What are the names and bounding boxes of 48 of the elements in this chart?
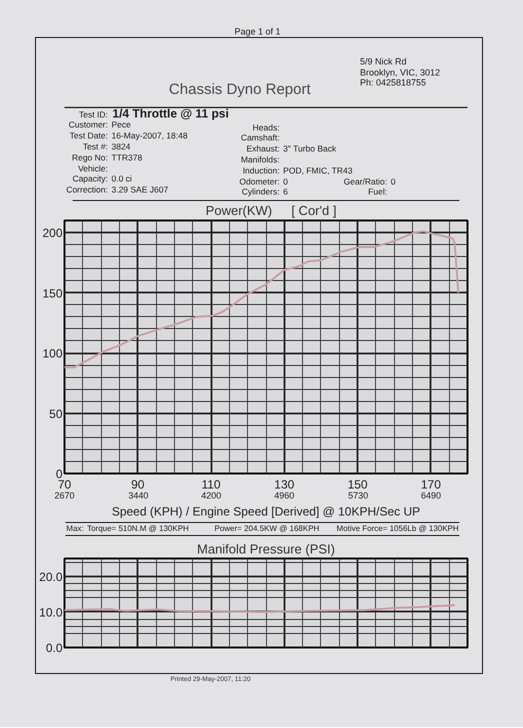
text: Page 1 of 1	[234, 26, 281, 36]
text: Test Date: 16-May-2007, 18:48	[70, 130, 188, 140]
x-tick-label: 170	[420, 478, 442, 492]
x-tick-label: 150	[348, 478, 368, 492]
y-tick-label: 50	[49, 406, 63, 421]
y-tick-label: 200	[42, 226, 63, 240]
text: Power= 204.5KW @ 168KPH	[214, 524, 320, 533]
chart-title: Manifold Pressure (PSI)	[197, 542, 336, 556]
x2-tick-label: 6490	[421, 490, 442, 500]
y-tick-label: 20.0	[39, 570, 63, 584]
text: Max:	[66, 524, 84, 533]
text: Test #: 3824	[82, 142, 131, 152]
y-tick-label: 150	[42, 286, 63, 300]
text: Fuel:	[368, 186, 388, 196]
text: Chassis Dyno Report	[168, 81, 312, 98]
text: Test ID: 1/4 Throttle @ 11 psi	[79, 106, 229, 120]
x2-tick-label: 2670	[54, 490, 75, 500]
text: Motive Force= 1056Lb @ 130KPH	[336, 524, 459, 533]
y-tick-label: 10.0	[39, 605, 63, 620]
text: Rego No: TTR378	[72, 152, 142, 162]
x2-tick-label: 4960	[274, 490, 294, 500]
text: Customer: Pece	[68, 120, 132, 130]
x-tick-label: 130	[274, 478, 295, 492]
text: Odometer: 0	[239, 176, 288, 186]
text: Induction: POD, FMIC, TR43	[242, 166, 353, 176]
x2-tick-label: 4200	[201, 490, 222, 500]
text: Cylinders: 6	[242, 186, 288, 196]
chart-subtitle: [ Cor'd ]	[291, 203, 336, 218]
chart-title: Power(KW)	[206, 203, 272, 218]
text: Torque= 510N.M @ 130KPH	[87, 524, 190, 533]
text: Capacity: 0.0 ci	[72, 174, 132, 184]
text: Correction: 3.29 SAE J607	[66, 184, 168, 194]
x-tick-label: 110	[201, 478, 221, 492]
y-tick-label: 100	[42, 346, 63, 361]
text: Vehicle:	[78, 164, 108, 174]
text: Gear/Ratio: 0	[344, 176, 396, 186]
text: Ph: 0425818755	[360, 78, 426, 88]
text: Exhaust: 3" Turbo Back	[246, 144, 338, 154]
text: 5/9 Nick Rd	[360, 56, 407, 66]
text: Manifolds:	[240, 154, 280, 164]
x2-tick-label: 3440	[128, 490, 148, 500]
x-axis-title: Speed (KPH) / Engine Speed [Derived] @ 10KPH/Sec UP	[112, 504, 420, 518]
x2-tick-label: 5730	[348, 490, 368, 500]
y-tick-label: 0.0	[46, 641, 63, 655]
text: Brooklyn, VIC, 3012	[360, 68, 440, 78]
text: Heads:	[252, 122, 280, 132]
x-tick-label: 90	[131, 478, 145, 492]
text: Camshaft:	[240, 132, 280, 142]
